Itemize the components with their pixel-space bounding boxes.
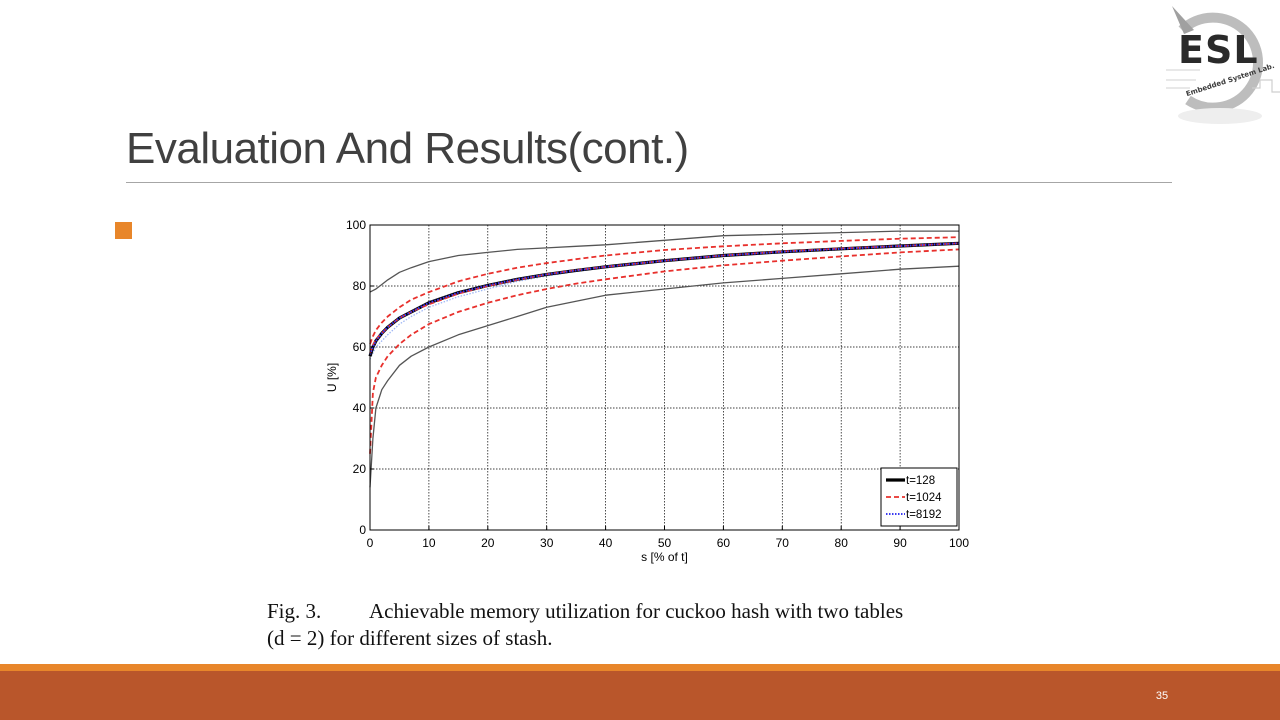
y-tick-label: 80 (353, 279, 367, 293)
esl-logo: ESL Embedded System Lab. (1160, 0, 1280, 132)
y-tick-label: 60 (353, 340, 367, 354)
page-title: Evaluation And Results(cont.) (126, 124, 689, 173)
x-tick-label: 70 (776, 536, 790, 550)
plot-area (370, 225, 959, 530)
legend-label-t-1024: t=1024 (906, 492, 942, 504)
y-tick-label: 100 (346, 218, 366, 232)
footer-band (0, 671, 1280, 720)
series-line-solid-gray-upper-bound (369, 230, 959, 293)
caption-line-1: Achievable memory utilization for cuckoo… (369, 599, 904, 623)
y-tick-label: 40 (353, 401, 367, 415)
series-line-dashed-red-upper (369, 236, 960, 345)
x-tick-label: 20 (481, 536, 495, 550)
utilization-chart: 0 10 20 30 40 50 60 70 80 90 100 0 20 40 60 80 100 s [% o… (325, 218, 969, 564)
figure-caption: Fig. 3. Achievable memory utilization for… (267, 598, 1032, 652)
legend-label-t-128: t=128 (906, 475, 935, 487)
y-tick-label: 20 (353, 462, 367, 476)
caption-line-2: (d = 2) for different sizes of stash. (267, 626, 553, 650)
legend-box (880, 467, 958, 527)
logo-text: ESL (1178, 28, 1259, 72)
title-divider (126, 182, 1172, 183)
x-tick-label: 30 (540, 536, 554, 550)
legend-label-t-8192: t=8192 (906, 509, 942, 521)
x-tick-label: 0 (367, 536, 374, 550)
figure-label: Fig. 3. (267, 599, 322, 623)
bullet-square-icon (115, 222, 132, 239)
y-tick-label: 0 (359, 523, 366, 537)
x-axis-label: s [% of t] (641, 550, 688, 564)
x-tick-label: 40 (599, 536, 613, 550)
series-line-t-8192 (369, 242, 960, 355)
page-number: 35 (1155, 690, 1169, 702)
x-tick-label: 100 (949, 536, 969, 550)
footer-accent-stripe (0, 664, 1280, 671)
x-tick-label: 60 (717, 536, 731, 550)
x-tick-label: 50 (658, 536, 672, 550)
x-tick-label: 10 (422, 536, 436, 550)
y-axis-label: U [%] (325, 363, 339, 392)
x-tick-label: 90 (893, 536, 907, 550)
x-tick-label: 80 (835, 536, 849, 550)
esl-logo-graphic (1166, 6, 1280, 124)
series-line-solid-gray-lower-bound (369, 265, 960, 488)
series-line-dashed-red-lower (369, 248, 960, 454)
